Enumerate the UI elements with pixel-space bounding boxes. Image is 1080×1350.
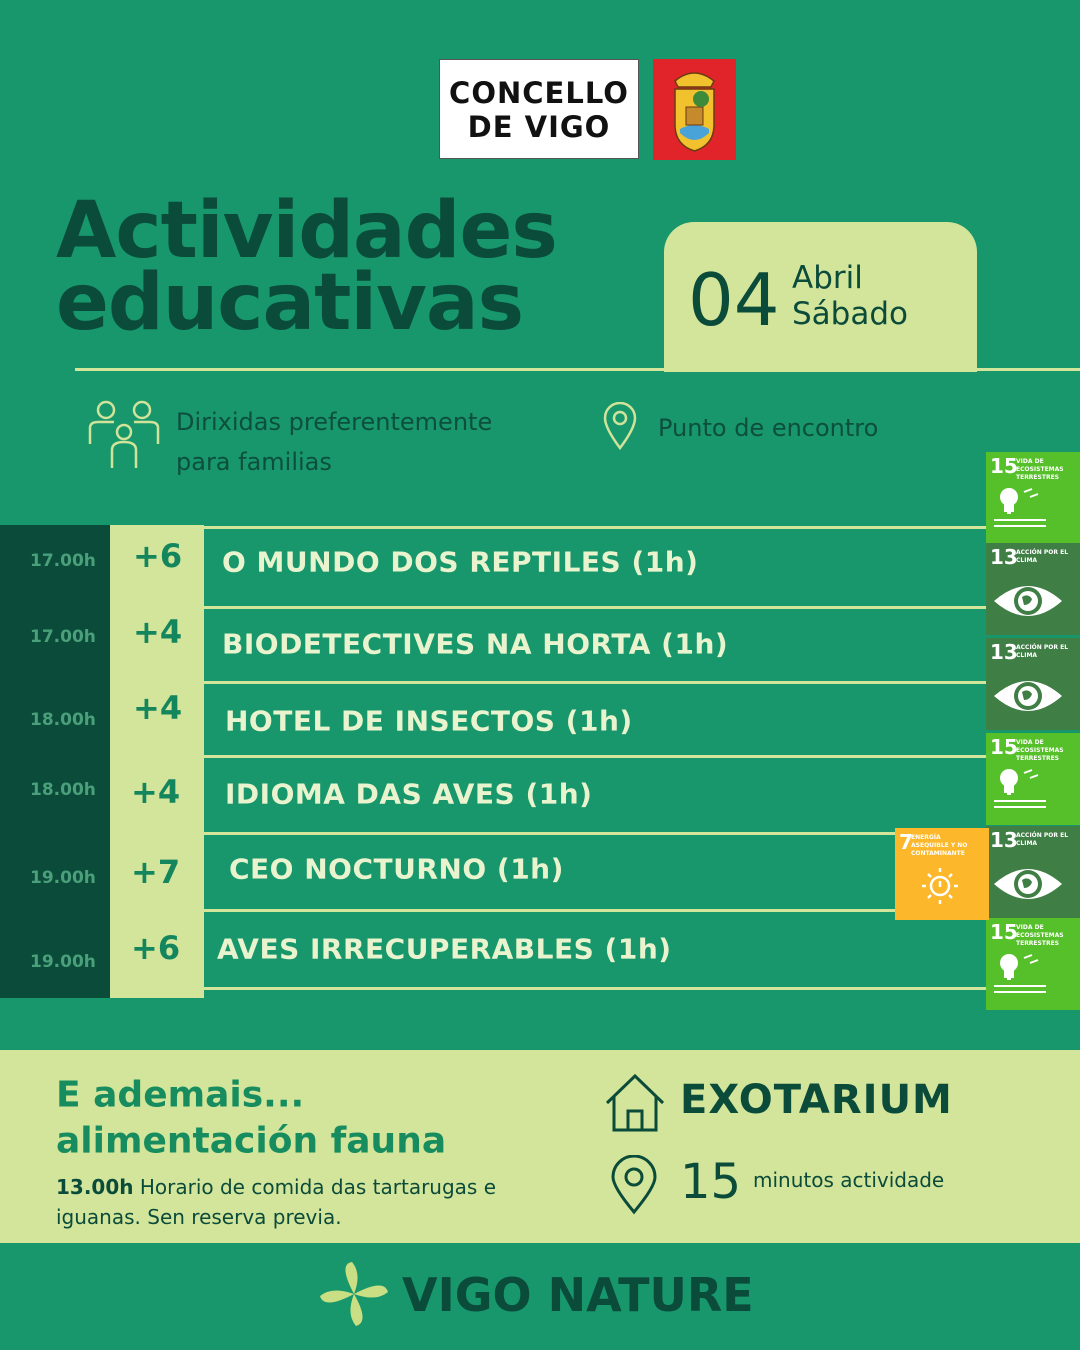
time-column bbox=[0, 525, 110, 998]
row-divider bbox=[204, 606, 986, 609]
activity-age: +6 bbox=[133, 537, 183, 575]
people-icon bbox=[88, 400, 160, 468]
row-divider bbox=[204, 681, 986, 684]
logo-text: CONCELLO bbox=[449, 76, 629, 110]
duration-label: minutos actividade bbox=[753, 1168, 945, 1192]
activity-age: +7 bbox=[131, 853, 181, 891]
row-divider bbox=[204, 987, 986, 990]
date-month: Abril bbox=[792, 260, 863, 296]
sdg-number: 15 bbox=[990, 920, 1018, 944]
sdg-badge: 15 VIDA DE ECOSISTEMAS TERRESTRES bbox=[986, 918, 1080, 1010]
sdg-icon bbox=[994, 869, 1062, 899]
venue-name: EXOTARIUM bbox=[680, 1077, 953, 1123]
sdg-label: ENERGÍA ASEQUIBLE Y NO CONTAMINANTE bbox=[911, 834, 968, 857]
row-divider bbox=[204, 832, 986, 835]
row-divider bbox=[204, 755, 986, 758]
sdg-icon bbox=[994, 681, 1062, 711]
extra-time: 13.00h bbox=[56, 1175, 134, 1199]
house-icon bbox=[605, 1073, 665, 1132]
date-weekday: Sábado bbox=[792, 296, 908, 332]
sdg-icon bbox=[994, 954, 1046, 993]
sdg-icon bbox=[994, 769, 1046, 808]
row-divider bbox=[204, 909, 986, 912]
brand-name: VIGO NATURE bbox=[402, 1268, 754, 1322]
activity-time: 18.00h bbox=[30, 710, 96, 730]
row-divider bbox=[204, 526, 986, 529]
extra-title: alimentación fauna bbox=[56, 1120, 447, 1162]
sdg-icon bbox=[994, 488, 1046, 527]
activity-name: IDIOMA DAS AVES (1h) bbox=[225, 777, 593, 811]
activity-name: BIODETECTIVES NA HORTA (1h) bbox=[222, 627, 729, 661]
divider bbox=[75, 368, 1080, 371]
pin-icon bbox=[611, 1155, 657, 1215]
meeting-point: Punto de encontro bbox=[658, 414, 879, 442]
duration-value: 15 bbox=[680, 1154, 742, 1210]
sdg-label: ACCIÓN POR EL CLIMA bbox=[1016, 832, 1069, 847]
sdg-badge: 7 ENERGÍA ASEQUIBLE Y NO CONTAMINANTE bbox=[895, 828, 989, 920]
activity-name: AVES IRRECUPERABLES (1h) bbox=[217, 932, 672, 966]
extra-title: E ademais... bbox=[56, 1074, 305, 1116]
activity-name: CEO NOCTURNO (1h) bbox=[229, 852, 564, 886]
sdg-label: ACCIÓN POR EL CLIMA bbox=[1016, 644, 1069, 659]
sdg-icon bbox=[922, 868, 958, 904]
logo-box: CONCELLO DE VIGO bbox=[439, 59, 639, 159]
sdg-label: VIDA DE ECOSISTEMAS TERRESTRES bbox=[1016, 458, 1064, 481]
sdg-label: VIDA DE ECOSISTEMAS TERRESTRES bbox=[1016, 924, 1064, 947]
sdg-badge: 13 ACCIÓN POR EL CLIMA bbox=[986, 543, 1080, 635]
activity-age: +4 bbox=[133, 689, 183, 727]
sdg-number: 13 bbox=[990, 828, 1018, 852]
age-column bbox=[110, 525, 204, 998]
title: educativas bbox=[56, 258, 524, 348]
activity-time: 19.00h bbox=[30, 952, 96, 972]
extra-text: 13.00h Horario de comida das tartarugas … bbox=[56, 1172, 496, 1232]
activity-time: 18.00h bbox=[30, 780, 96, 800]
sdg-number: 7 bbox=[899, 830, 913, 854]
sdg-icon bbox=[994, 586, 1062, 616]
sdg-badge: 13 ACCIÓN POR EL CLIMA bbox=[986, 826, 1080, 918]
sdg-number: 15 bbox=[990, 735, 1018, 759]
date-day: 04 bbox=[688, 258, 780, 342]
sdg-label: VIDA DE ECOSISTEMAS TERRESTRES bbox=[1016, 739, 1064, 762]
sdg-label: ACCIÓN POR EL CLIMA bbox=[1016, 549, 1069, 564]
title: Actividades bbox=[56, 186, 558, 276]
brand-logo bbox=[320, 1262, 388, 1326]
audience-text: Dirixidas preferentemente para familias bbox=[176, 408, 493, 476]
activity-name: HOTEL DE INSECTOS (1h) bbox=[225, 704, 633, 738]
activity-time: 17.00h bbox=[30, 551, 96, 571]
sdg-badge: 15 VIDA DE ECOSISTEMAS TERRESTRES bbox=[986, 733, 1080, 825]
activity-age: +4 bbox=[133, 613, 183, 651]
pin-icon bbox=[603, 402, 637, 450]
logo-text: DE VIGO bbox=[467, 110, 611, 144]
extra-desc: Horario de comida das tartarugas e iguan… bbox=[56, 1175, 497, 1229]
sdg-number: 15 bbox=[990, 454, 1018, 478]
activity-time: 19.00h bbox=[30, 868, 96, 888]
activity-age: +4 bbox=[131, 773, 181, 811]
activity-age: +6 bbox=[131, 929, 181, 967]
sdg-number: 13 bbox=[990, 545, 1018, 569]
sdg-badge: 13 ACCIÓN POR EL CLIMA bbox=[986, 638, 1080, 730]
extra-band bbox=[0, 1050, 1080, 1243]
sdg-badge: 15 VIDA DE ECOSISTEMAS TERRESTRES bbox=[986, 452, 1080, 544]
date-box bbox=[664, 222, 977, 372]
sdg-number: 13 bbox=[990, 640, 1018, 664]
activity-time: 17.00h bbox=[30, 627, 96, 647]
coat-of-arms bbox=[653, 59, 736, 160]
activity-name: O MUNDO DOS REPTILES (1h) bbox=[222, 545, 699, 579]
